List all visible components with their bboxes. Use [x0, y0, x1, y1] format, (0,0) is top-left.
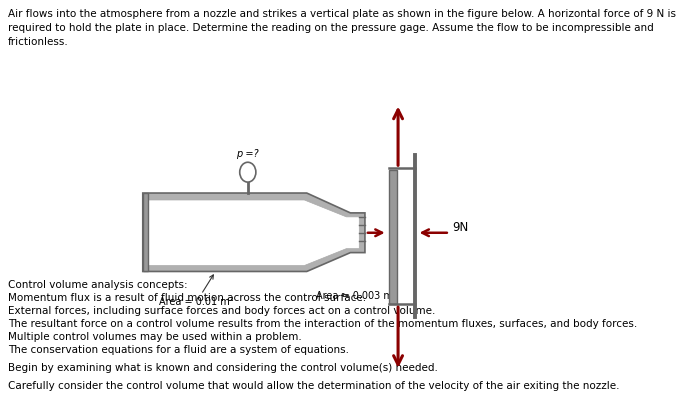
- Text: Carefully consider the control volume that would allow the determination of the : Carefully consider the control volume th…: [8, 381, 620, 391]
- Text: Area = 0.01 m²: Area = 0.01 m²: [159, 275, 234, 307]
- Text: Area = 0.003 m²: Area = 0.003 m²: [316, 291, 397, 301]
- Text: 9N: 9N: [452, 221, 468, 234]
- Text: Begin by examining what is known and considering the control volume(s) needed.: Begin by examining what is known and con…: [8, 363, 438, 373]
- Text: Air flows into the atmosphere from a nozzle and strikes a vertical plate as show: Air flows into the atmosphere from a noz…: [8, 10, 676, 48]
- Text: p =?: p =?: [237, 149, 259, 159]
- Text: The resultant force on a control volume results from the interaction of the mome: The resultant force on a control volume …: [8, 319, 637, 329]
- Bar: [143, 193, 148, 272]
- Polygon shape: [148, 200, 359, 266]
- Bar: [389, 170, 398, 304]
- Text: Momentum flux is a result of fluid motion across the control surface.: Momentum flux is a result of fluid motio…: [8, 293, 366, 303]
- Polygon shape: [143, 193, 365, 272]
- Text: The conservation equations for a fluid are a system of equations.: The conservation equations for a fluid a…: [8, 345, 349, 355]
- Circle shape: [239, 162, 256, 182]
- Text: Multiple control volumes may be used within a problem.: Multiple control volumes may be used wit…: [8, 332, 302, 342]
- Text: Control volume analysis concepts:: Control volume analysis concepts:: [8, 280, 188, 290]
- Text: External forces, including surface forces and body forces act on a control volum: External forces, including surface force…: [8, 306, 435, 316]
